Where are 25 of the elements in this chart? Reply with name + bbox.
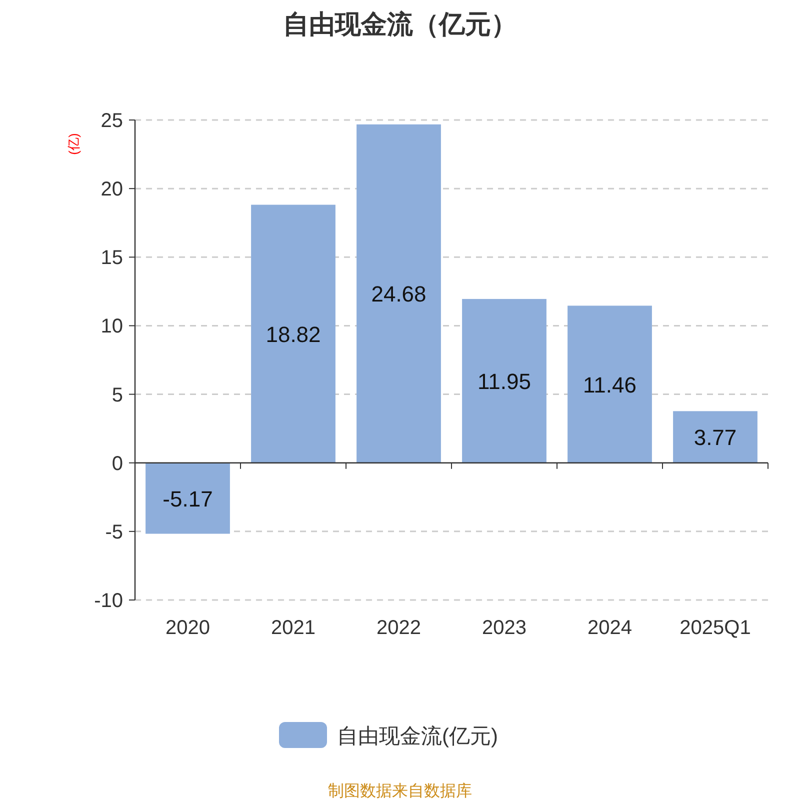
legend-label: 自由现金流(亿元) bbox=[337, 725, 498, 748]
data-label: 24.68 bbox=[371, 282, 426, 307]
ytick: 20 bbox=[100, 178, 123, 201]
data-label: 18.82 bbox=[266, 322, 321, 347]
xtick: 2024 bbox=[588, 617, 632, 639]
ytick: 15 bbox=[100, 247, 123, 270]
ytick: 0 bbox=[112, 452, 123, 475]
ylabel: (亿) bbox=[66, 133, 81, 155]
xtick: 2021 bbox=[271, 617, 316, 639]
ytick: -5 bbox=[105, 521, 123, 544]
legend-item: 自由现金流(亿元) bbox=[279, 722, 498, 748]
data-label: 11.46 bbox=[583, 372, 636, 398]
ytick: 5 bbox=[112, 384, 123, 406]
xtick: 2020 bbox=[166, 617, 210, 639]
ytick: -10 bbox=[94, 590, 123, 612]
ytick: 10 bbox=[100, 316, 123, 338]
ytick: 25 bbox=[100, 110, 123, 132]
xtick: 2022 bbox=[376, 617, 421, 639]
data-label: 11.95 bbox=[478, 368, 531, 394]
xtick: 2025Q1 bbox=[680, 617, 751, 639]
annotation: 制图数据来自数据库 bbox=[328, 783, 472, 800]
title: 自由现金流（亿元） bbox=[283, 9, 517, 39]
data-label: 3.77 bbox=[694, 425, 737, 450]
data-label: -5.17 bbox=[162, 486, 213, 512]
xtick: 2023 bbox=[482, 617, 526, 639]
